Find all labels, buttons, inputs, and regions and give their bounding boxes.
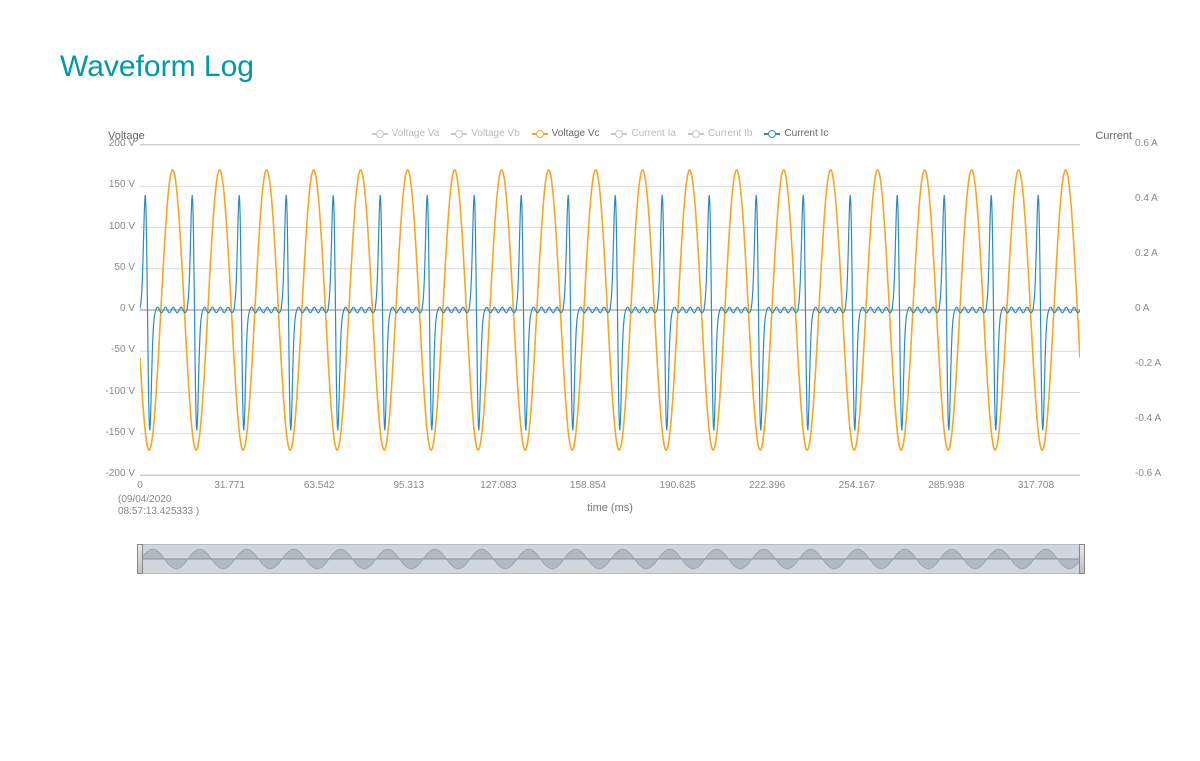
- legend-swatch: [532, 130, 548, 138]
- ytick-right: -0.6 A: [1135, 468, 1170, 479]
- legend-item[interactable]: Current Ib: [688, 128, 752, 139]
- ytick-left: 50 V: [100, 262, 135, 273]
- xtick: 190.625: [659, 480, 695, 491]
- legend-label: Current Ib: [708, 128, 752, 139]
- legend-item[interactable]: Voltage Va: [372, 128, 440, 139]
- xtick: 127.083: [480, 480, 516, 491]
- xtick: 285.938: [928, 480, 964, 491]
- ytick-left: -50 V: [100, 344, 135, 355]
- ytick-right: -0.4 A: [1135, 413, 1170, 424]
- xtick: 317.708: [1018, 480, 1054, 491]
- legend-swatch: [688, 130, 704, 138]
- page-title: Waveform Log: [60, 50, 1170, 84]
- ytick-right: 0.4 A: [1135, 193, 1170, 204]
- ytick-left: 100 V: [100, 221, 135, 232]
- legend-swatch: [764, 130, 780, 138]
- legend-swatch: [611, 130, 627, 138]
- x-axis-label: time (ms): [140, 502, 1080, 514]
- chart-legend: Voltage Va Voltage Vb Voltage Vc Current Ia…: [70, 128, 1130, 141]
- legend-item[interactable]: Voltage Vb: [451, 128, 519, 139]
- xtick: 0: [137, 480, 143, 491]
- legend-label: Voltage Vb: [471, 128, 519, 139]
- capture-timestamp: (09/04/2020 08:57:13.425333 ): [118, 494, 199, 518]
- ytick-right: 0.2 A: [1135, 248, 1170, 259]
- ytick-left: 200 V: [100, 138, 135, 149]
- waveform-chart: Voltage Current Voltage VaVoltage VbVolt…: [70, 144, 1130, 524]
- xtick: 63.542: [304, 480, 335, 491]
- xtick: 254.167: [839, 480, 875, 491]
- legend-item[interactable]: Voltage Vc: [532, 128, 600, 139]
- ytick-right: 0 A: [1135, 303, 1170, 314]
- ytick-left: -100 V: [100, 386, 135, 397]
- xtick: 95.313: [393, 480, 424, 491]
- legend-label: Current Ic: [784, 128, 828, 139]
- plot-svg: [140, 145, 1080, 475]
- ytick-left: -150 V: [100, 427, 135, 438]
- xtick: 31.771: [214, 480, 245, 491]
- legend-swatch: [451, 130, 467, 138]
- legend-item[interactable]: Current Ic: [764, 128, 828, 139]
- legend-item[interactable]: Current Ia: [611, 128, 675, 139]
- ytick-left: 150 V: [100, 179, 135, 190]
- overview-scrubber[interactable]: [140, 544, 1082, 574]
- xtick: 222.396: [749, 480, 785, 491]
- legend-label: Current Ia: [631, 128, 675, 139]
- ytick-right: 0.6 A: [1135, 138, 1170, 149]
- overview-svg: [141, 545, 1081, 573]
- ytick-left: -200 V: [100, 468, 135, 479]
- ytick-left: 0 V: [100, 303, 135, 314]
- plot-area: [140, 144, 1080, 476]
- legend-label: Voltage Va: [392, 128, 440, 139]
- legend-swatch: [372, 130, 388, 138]
- ytick-right: -0.2 A: [1135, 358, 1170, 369]
- xtick: 158.854: [570, 480, 606, 491]
- scrubber-handle-left[interactable]: [137, 544, 143, 574]
- timestamp-line2: 08:57:13.425333 ): [118, 506, 199, 518]
- timestamp-line1: (09/04/2020: [118, 494, 199, 506]
- scrubber-handle-right[interactable]: [1079, 544, 1085, 574]
- legend-label: Voltage Vc: [552, 128, 600, 139]
